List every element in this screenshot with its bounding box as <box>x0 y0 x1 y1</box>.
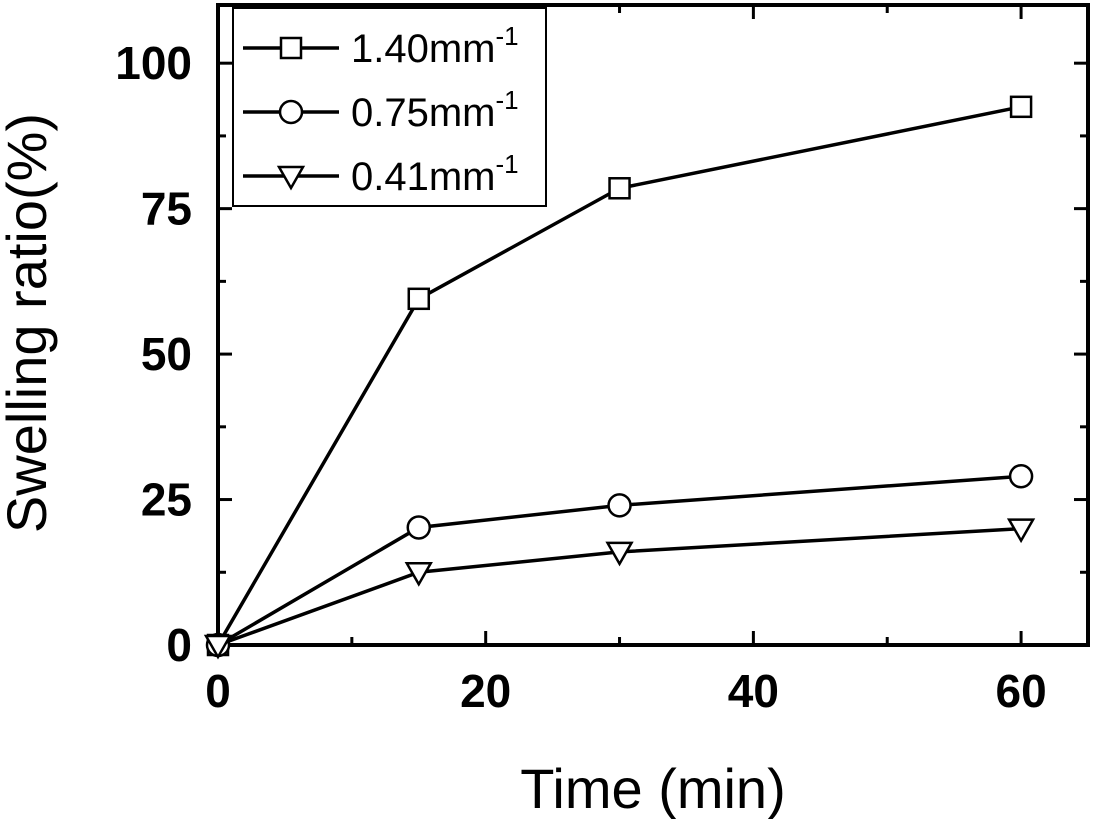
data-point <box>404 562 433 587</box>
data-point <box>607 493 632 518</box>
x-axis-title: Time (min) <box>520 757 785 819</box>
x-tick-label: 40 <box>728 665 779 717</box>
plot-frame <box>216 3 1090 647</box>
ticks: 0 20 40 60 0 25 50 75 100 <box>115 5 1088 717</box>
y-tick-label: 50 <box>141 328 192 380</box>
x-tick-label: 20 <box>460 665 511 717</box>
legend-label: 0.75mm-1 <box>351 85 519 135</box>
data-point <box>608 177 631 200</box>
series-line <box>217 474 1022 647</box>
legend-marker <box>278 99 304 125</box>
legend: 1.40mm-1 0.75mm-1 0.41mm-1 <box>232 7 547 207</box>
series-2 <box>203 518 1036 660</box>
axes <box>216 3 1090 647</box>
legend-label: 0.41mm-1 <box>351 149 519 199</box>
y-tick-label: 75 <box>141 183 192 235</box>
data-point <box>203 634 233 660</box>
x-tick-label: 60 <box>995 665 1046 717</box>
data-point <box>1009 95 1033 119</box>
y-tick-label: 100 <box>115 37 192 89</box>
y-tick-label: 0 <box>166 619 192 671</box>
legend-label: 1.40mm-1 <box>351 21 519 71</box>
data-point <box>605 541 634 567</box>
legend-marker <box>276 165 306 191</box>
y-tick-label: 25 <box>141 474 192 526</box>
legend-label-superscript: -1 <box>496 21 519 51</box>
legend-label-superscript: -1 <box>496 85 519 115</box>
data-point <box>1006 518 1036 544</box>
y-axis-title: Swelling ratio(%) <box>0 113 58 533</box>
data-point <box>406 515 432 540</box>
data-point <box>1008 464 1034 489</box>
legend-marker <box>279 36 303 60</box>
legend-label-superscript: -1 <box>496 149 519 179</box>
x-tick-label: 0 <box>205 665 231 717</box>
data-point <box>407 287 431 311</box>
series-line <box>216 105 1022 646</box>
series <box>203 95 1036 660</box>
series-line <box>217 526 1022 647</box>
